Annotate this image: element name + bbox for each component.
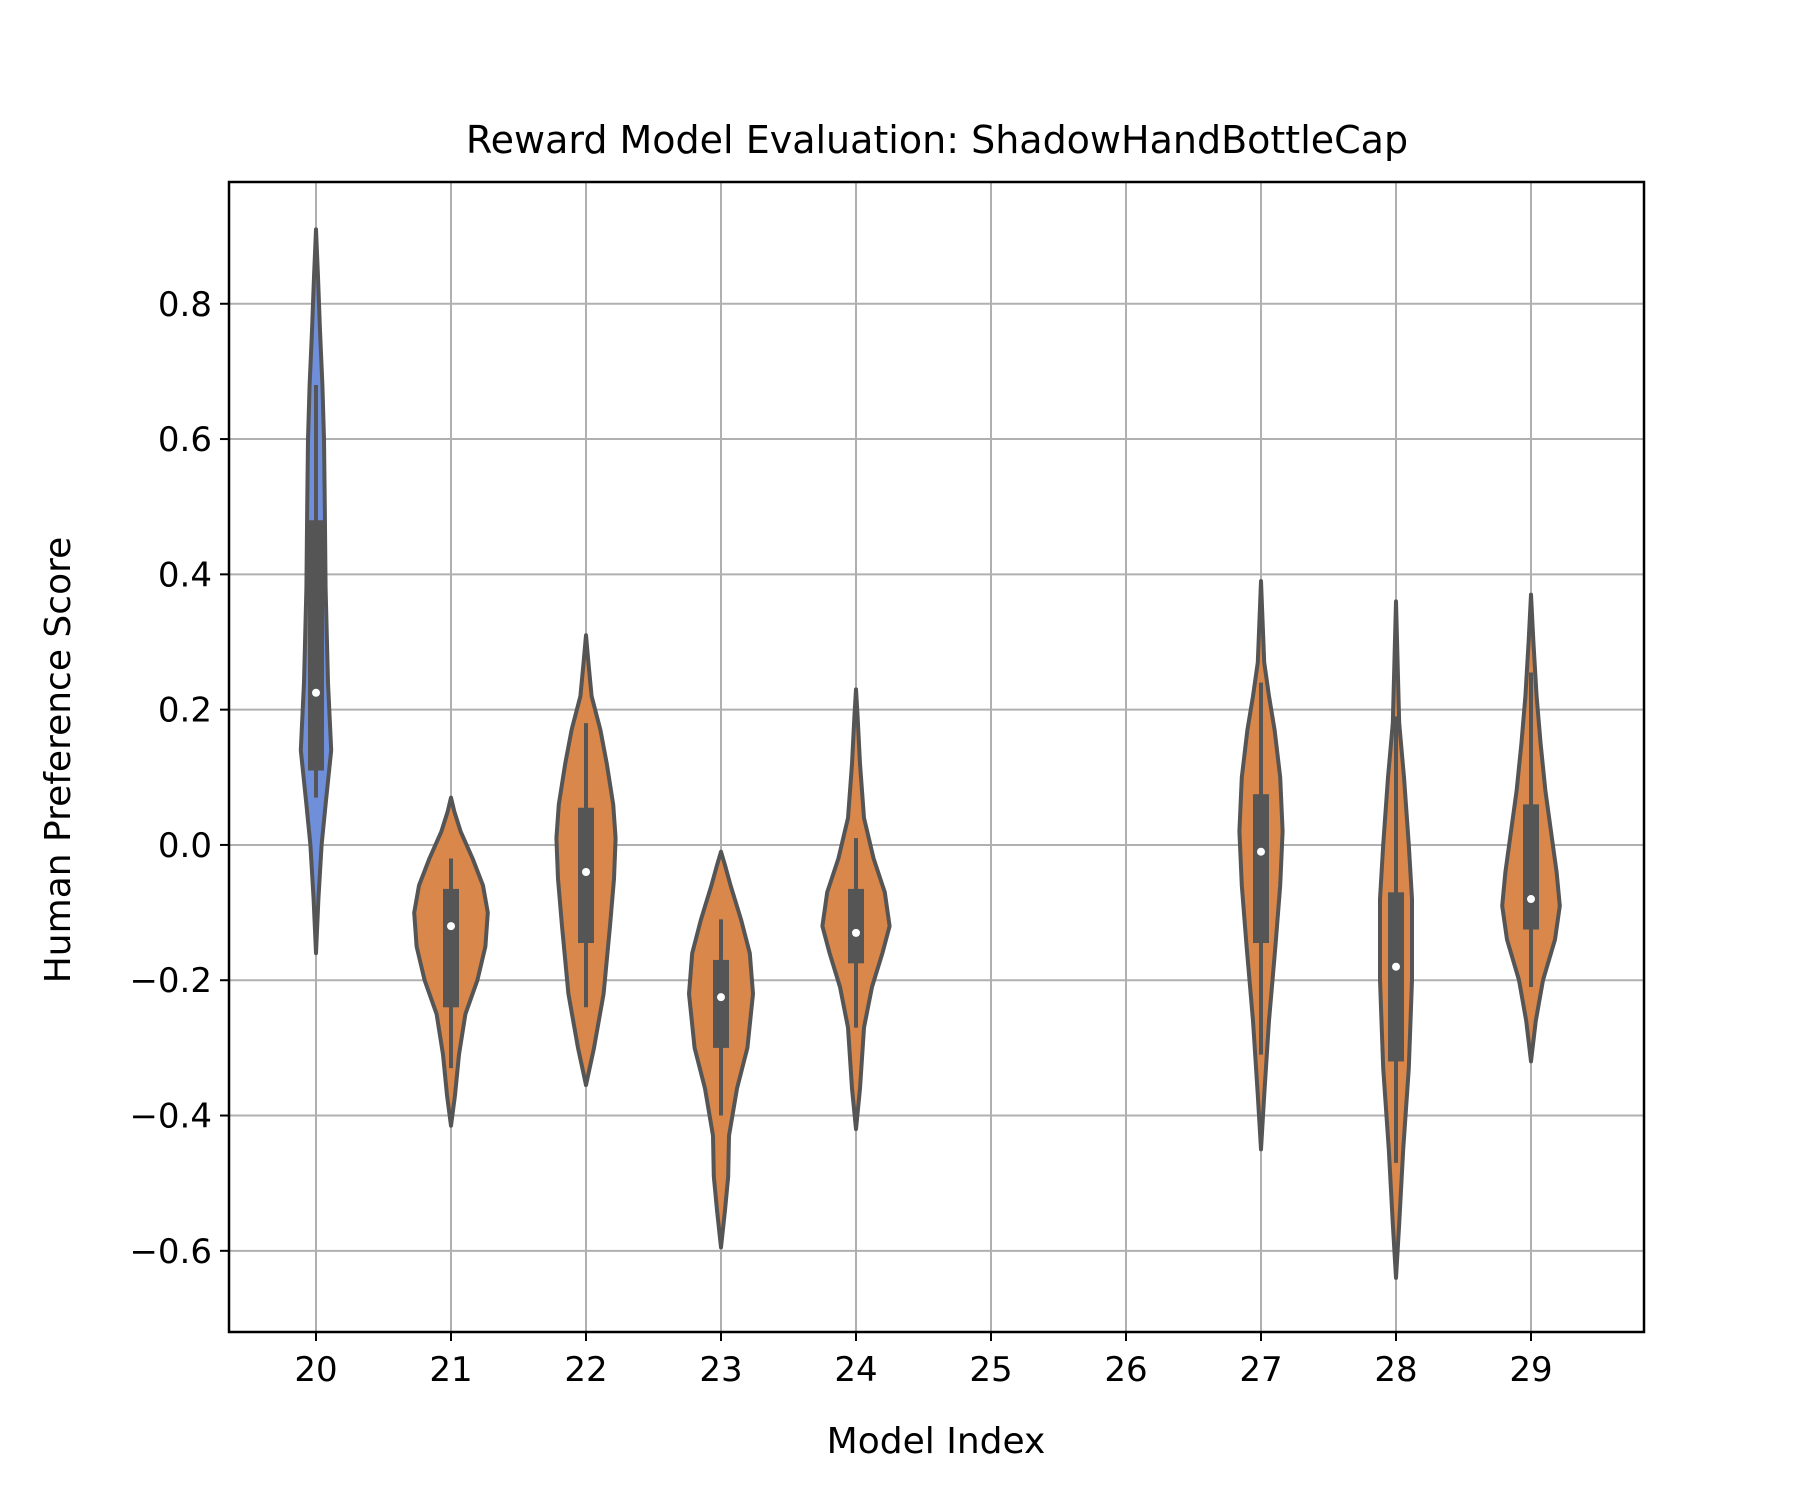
violin-22 bbox=[554, 633, 618, 1088]
y-tick-label: −0.4 bbox=[129, 1097, 212, 1137]
violin-iqr-box bbox=[713, 959, 729, 1048]
plot-area-frame bbox=[227, 180, 1646, 1334]
axis-ticks: 0.8 0.6 0.4 0.2 0.0 −0.2 −0.4 −0.6 20 21 22 23 24 25 2… bbox=[129, 285, 1552, 1390]
violins bbox=[298, 227, 1562, 1280]
x-tick-label: 21 bbox=[429, 1350, 472, 1390]
x-axis-label: Model Index bbox=[827, 1421, 1046, 1462]
x-tick-label: 27 bbox=[1239, 1350, 1282, 1390]
grid-lines bbox=[229, 182, 1644, 1332]
violin-iqr-box bbox=[1253, 794, 1269, 944]
y-tick-label: −0.2 bbox=[129, 961, 212, 1001]
y-tick-label: −0.6 bbox=[129, 1232, 212, 1272]
violin-iqr-box bbox=[848, 888, 864, 964]
violin-24 bbox=[820, 687, 892, 1132]
violin-median-dot bbox=[312, 688, 320, 697]
violin-median-dot bbox=[1527, 895, 1535, 904]
y-tick-label: 0.8 bbox=[158, 285, 212, 325]
violin-iqr-box bbox=[308, 520, 324, 771]
violin-median-dot bbox=[1257, 847, 1265, 856]
x-tick-label: 23 bbox=[699, 1350, 742, 1390]
y-tick-label: 0.0 bbox=[158, 826, 212, 866]
violin-29 bbox=[1500, 592, 1562, 1064]
violin-21 bbox=[412, 795, 490, 1128]
x-tick-label: 29 bbox=[1509, 1350, 1552, 1390]
y-axis-label: Human Preference Score bbox=[38, 537, 79, 984]
chart-title: Reward Model Evaluation: ShadowHandBottl… bbox=[466, 118, 1408, 162]
x-tick-label: 26 bbox=[1104, 1350, 1147, 1390]
x-tick-label: 28 bbox=[1374, 1350, 1417, 1390]
violin-median-dot bbox=[852, 928, 860, 937]
violin-27 bbox=[1237, 579, 1285, 1152]
violin-23 bbox=[687, 849, 755, 1250]
violin-iqr-box bbox=[1523, 804, 1539, 930]
violin-median-dot bbox=[582, 868, 590, 876]
x-tick-label: 20 bbox=[294, 1350, 337, 1390]
x-tick-label: 25 bbox=[969, 1350, 1012, 1390]
y-tick-label: 0.6 bbox=[158, 420, 212, 460]
violin-20 bbox=[298, 227, 334, 956]
violin-28 bbox=[1378, 599, 1414, 1280]
violin-median-dot bbox=[717, 993, 725, 1002]
x-tick-label: 24 bbox=[834, 1350, 877, 1390]
y-tick-label: 0.2 bbox=[158, 691, 212, 731]
violin-iqr-box bbox=[443, 888, 459, 1008]
y-tick-label: 0.4 bbox=[158, 555, 212, 595]
violin-median-dot bbox=[1392, 962, 1400, 971]
violin-iqr-box bbox=[1388, 892, 1404, 1062]
violin-median-dot bbox=[447, 922, 455, 931]
x-tick-label: 22 bbox=[564, 1350, 607, 1390]
